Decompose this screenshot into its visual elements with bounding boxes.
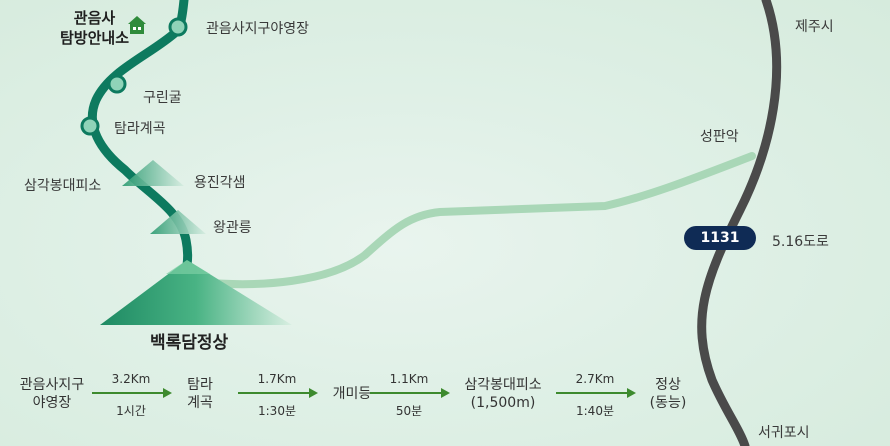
segment-time: 1시간 <box>116 404 146 418</box>
trail-start-label: 관음사 탐방안내소 <box>60 8 129 48</box>
house-icon <box>128 16 146 34</box>
timeline-stop-label: 탐라 계곡 <box>187 377 213 411</box>
road-name-label: 5.16도로 <box>772 234 829 250</box>
arrow-right-icon <box>88 388 174 398</box>
seongpanak-trail <box>196 152 756 289</box>
timeline-stop: 탐라 계곡 <box>174 376 226 412</box>
road-number-badge: 1131 <box>684 226 756 250</box>
jeju-city-label: 제주시 <box>795 19 834 35</box>
timeline-segment: 1.1Km 50분 <box>366 372 452 419</box>
summit-mountain <box>100 260 292 325</box>
arrow-right-icon <box>234 388 320 398</box>
segment-distance: 3.2Km <box>111 372 151 386</box>
route-timeline: 관음사지구 야영장 3.2Km 1시간 탐라 계곡 1.7Km 1:30분 개미등 … <box>0 372 890 446</box>
segment-time: 1:30분 <box>258 404 296 418</box>
tamna-valley-marker <box>80 116 100 136</box>
campground-marker <box>168 17 188 37</box>
summit-label: 백록담정상 <box>150 333 229 353</box>
timeline-stop-label: 삼각봉대피소 (1,500m) <box>464 377 542 411</box>
campground-label: 관음사지구야영장 <box>206 21 310 37</box>
yongjin-spring-label: 용진각샘 <box>194 175 246 191</box>
segment-time: 50분 <box>395 404 423 418</box>
samgak-shelter-label: 삼각봉대피소 <box>24 178 102 194</box>
timeline-segment: 2.7Km 1:40분 <box>552 372 638 419</box>
arrow-right-icon <box>552 388 638 398</box>
tamna-valley-label: 탐라계곡 <box>114 121 166 137</box>
timeline-stop-label: 관음사지구 야영장 <box>19 377 85 411</box>
timeline-stop: 개미등 <box>322 385 382 403</box>
trail-start-text: 관음사 탐방안내소 <box>60 9 130 47</box>
segment-distance: 1.1Km <box>389 372 429 386</box>
gurin-cave-marker <box>107 74 127 94</box>
timeline-stop: 관음사지구 야영장 <box>12 376 92 412</box>
segment-distance: 1.7Km <box>257 372 297 386</box>
wanggwan-peak <box>150 210 206 234</box>
timeline-segment: 1.7Km 1:30분 <box>234 372 320 419</box>
segment-time: 1:40분 <box>576 404 614 418</box>
road-516 <box>697 0 782 446</box>
seogwipo-city-label: 서귀포시 <box>758 425 810 441</box>
gurin-cave-label: 구린굴 <box>143 90 182 106</box>
arrow-right-icon <box>366 388 452 398</box>
seongpanak-label: 성판악 <box>700 129 739 145</box>
wanggwan-label: 왕관릉 <box>213 220 252 236</box>
timeline-segment: 3.2Km 1시간 <box>88 372 174 419</box>
samgak-peak <box>122 160 184 186</box>
timeline-stop-label: 개미등 <box>332 386 372 402</box>
segment-distance: 2.7Km <box>575 372 615 386</box>
timeline-stop: 정상 (동능) <box>638 376 698 412</box>
timeline-stop: 삼각봉대피소 (1,500m) <box>448 376 558 412</box>
timeline-stop-label: 정상 (동능) <box>649 377 687 411</box>
